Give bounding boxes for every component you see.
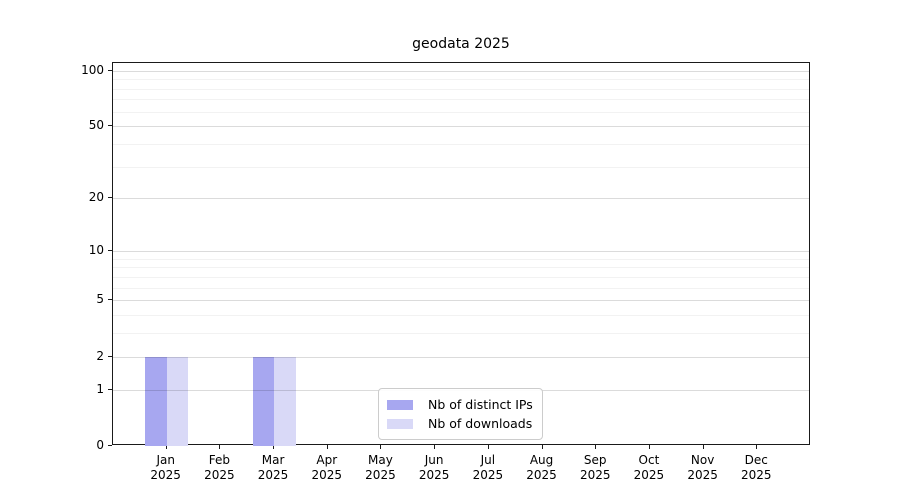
x-axis-tick-label: Aug 2025: [512, 453, 572, 483]
chart-title: geodata 2025: [412, 36, 510, 52]
gridline-major: [113, 198, 809, 200]
x-axis-tick-label: May 2025: [350, 453, 410, 483]
x-axis-tick: [219, 445, 221, 449]
y-axis-tick-label: 1: [96, 381, 104, 396]
x-axis-tick-label: Jan 2025: [136, 453, 196, 483]
gridline-major: [113, 250, 809, 252]
bar-downloads: [274, 356, 296, 446]
y-axis-tick-label: 100: [81, 62, 104, 77]
year-label: 2025: [687, 468, 718, 482]
y-axis-tick: [108, 445, 112, 446]
x-axis-tick: [595, 445, 597, 449]
year-label: 2025: [741, 468, 772, 482]
plot-area: [112, 62, 810, 446]
bar-downloads: [166, 356, 189, 446]
legend-swatch-downloads: [387, 418, 413, 429]
month-label: Aug: [529, 453, 554, 467]
month-label: Apr: [316, 453, 338, 467]
x-axis-tick: [541, 445, 543, 449]
gridline-minor: [113, 258, 809, 260]
x-axis-tick: [648, 445, 650, 449]
y-axis-tick-label: 2: [96, 348, 104, 363]
gridline-major: [113, 70, 809, 72]
gridline-minor: [113, 99, 809, 101]
gridline-minor: [113, 333, 809, 335]
x-axis-tick: [487, 445, 489, 449]
year-label: 2025: [365, 468, 396, 482]
x-axis-tick: [165, 445, 167, 449]
month-label: Sep: [583, 453, 607, 467]
month-label: May: [368, 453, 393, 467]
legend-entry-distinct-ips: Nb of distinct IPs: [387, 395, 533, 414]
year-label: 2025: [633, 468, 665, 482]
legend-entry-downloads: Nb of downloads: [387, 414, 533, 433]
x-axis-tick: [702, 445, 704, 449]
year-label: 2025: [418, 468, 450, 482]
year-label: 2025: [579, 468, 611, 482]
gridline-minor: [113, 88, 809, 90]
month-label: Jan: [156, 453, 175, 467]
y-axis-tick: [108, 388, 112, 390]
gridline-minor: [113, 79, 809, 81]
y-axis-tick: [108, 355, 112, 357]
x-axis-tick: [273, 445, 275, 449]
gridline-major: [113, 356, 809, 358]
x-axis-tick-label: Dec 2025: [726, 453, 786, 483]
x-axis-tick: [326, 445, 328, 449]
month-label: Mar: [261, 453, 285, 467]
month-label: Oct: [638, 453, 660, 467]
month-label: Feb: [208, 453, 230, 467]
x-axis-tick-label: Apr 2025: [297, 453, 357, 483]
month-label: Jun: [424, 453, 444, 467]
gridline-major: [113, 126, 809, 128]
gridline-minor: [113, 287, 809, 289]
year-label: 2025: [150, 468, 181, 482]
year-label: 2025: [526, 468, 557, 482]
y-axis-tick: [108, 249, 112, 251]
gridline-minor: [113, 267, 809, 269]
x-axis-tick: [756, 445, 758, 449]
gridline-minor: [113, 143, 809, 145]
legend-label-downloads: Nb of downloads: [428, 416, 533, 431]
bar-distinct-ips: [145, 356, 167, 446]
y-axis-tick-label: 5: [96, 292, 104, 307]
legend: Nb of distinct IPs Nb of downloads: [378, 388, 543, 440]
year-label: 2025: [472, 468, 504, 482]
month-label: Jul: [480, 453, 496, 467]
x-axis-tick-label: Oct 2025: [619, 453, 679, 483]
x-axis-tick-label: Nov 2025: [673, 453, 733, 483]
year-label: 2025: [257, 468, 289, 482]
y-axis-tick: [108, 125, 112, 127]
x-axis-tick-label: Jul 2025: [458, 453, 518, 483]
y-axis-tick-label: 50: [88, 118, 104, 133]
x-axis-tick-label: Sep 2025: [565, 453, 625, 483]
year-label: 2025: [311, 468, 343, 482]
gridline-minor: [113, 276, 809, 278]
bar-distinct-ips: [252, 356, 275, 446]
y-axis-tick: [108, 299, 112, 301]
month-label: Dec: [744, 453, 768, 467]
legend-label-distinct-ips: Nb of distinct IPs: [428, 397, 533, 412]
gridline-minor: [113, 166, 809, 168]
x-axis-tick-label: Jun 2025: [404, 453, 464, 483]
gridline-minor: [113, 315, 809, 317]
y-axis-tick: [108, 69, 112, 71]
x-axis-tick-label: Feb 2025: [189, 453, 249, 483]
y-axis-tick-label: 10: [88, 242, 104, 257]
x-axis-tick: [434, 445, 436, 449]
gridline-major: [113, 300, 809, 302]
x-axis-tick: [380, 445, 382, 449]
x-axis-tick-label: Mar 2025: [243, 453, 303, 483]
y-axis-tick-label: 0: [96, 438, 104, 452]
year-label: 2025: [204, 468, 235, 482]
y-axis-tick: [108, 197, 112, 199]
month-label: Nov: [690, 453, 715, 467]
legend-swatch-distinct-ips: [387, 399, 413, 410]
y-axis-tick-label: 20: [88, 190, 104, 205]
gridline-minor: [113, 111, 809, 113]
